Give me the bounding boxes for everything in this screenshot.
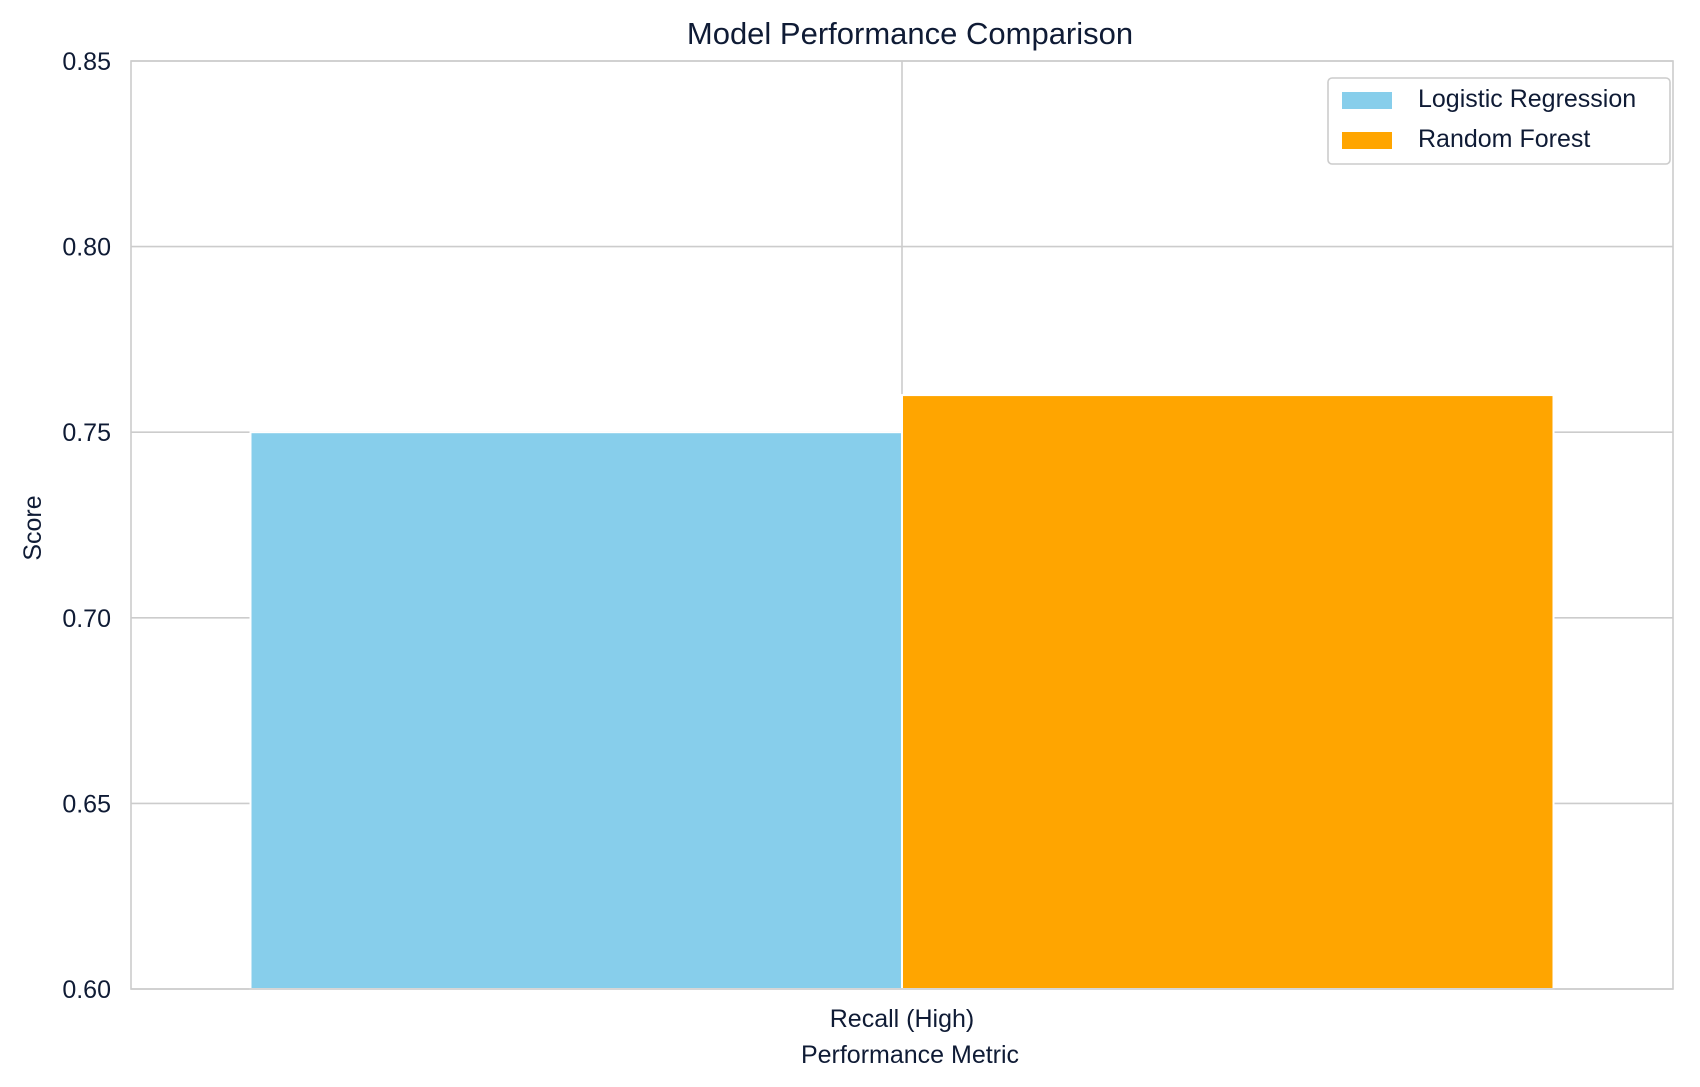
y-axis-label: Score bbox=[19, 495, 47, 560]
bar-layer bbox=[249, 394, 1555, 990]
y-tick-label: 0.60 bbox=[62, 976, 111, 1004]
y-tick-label: 0.65 bbox=[62, 790, 111, 818]
x-axis-ticks: Recall (High) bbox=[830, 1005, 974, 1033]
x-tick-label: Recall (High) bbox=[830, 1005, 974, 1033]
bar-logistic-regression bbox=[249, 431, 903, 990]
legend-box bbox=[1327, 77, 1671, 165]
chart-title: Model Performance Comparison bbox=[687, 16, 1133, 51]
y-tick-label: 0.70 bbox=[62, 605, 111, 633]
bar-random-forest bbox=[901, 394, 1555, 990]
legend: Logistic Regression Random Forest bbox=[1327, 77, 1671, 165]
legend-label: Logistic Regression bbox=[1418, 85, 1636, 113]
x-axis-label: Performance Metric bbox=[801, 1041, 1019, 1069]
plot-frame bbox=[130, 60, 1674, 990]
y-axis-ticks: 0.60 0.65 0.70 0.75 0.80 0.85 bbox=[62, 48, 111, 1004]
y-tick-label: 0.85 bbox=[62, 48, 111, 76]
plot-border bbox=[130, 60, 1674, 990]
legend-swatch bbox=[1342, 92, 1392, 109]
y-tick-label: 0.80 bbox=[62, 234, 111, 262]
y-tick-label: 0.75 bbox=[62, 419, 111, 447]
legend-label: Random Forest bbox=[1418, 125, 1590, 153]
legend-swatch bbox=[1342, 132, 1392, 149]
